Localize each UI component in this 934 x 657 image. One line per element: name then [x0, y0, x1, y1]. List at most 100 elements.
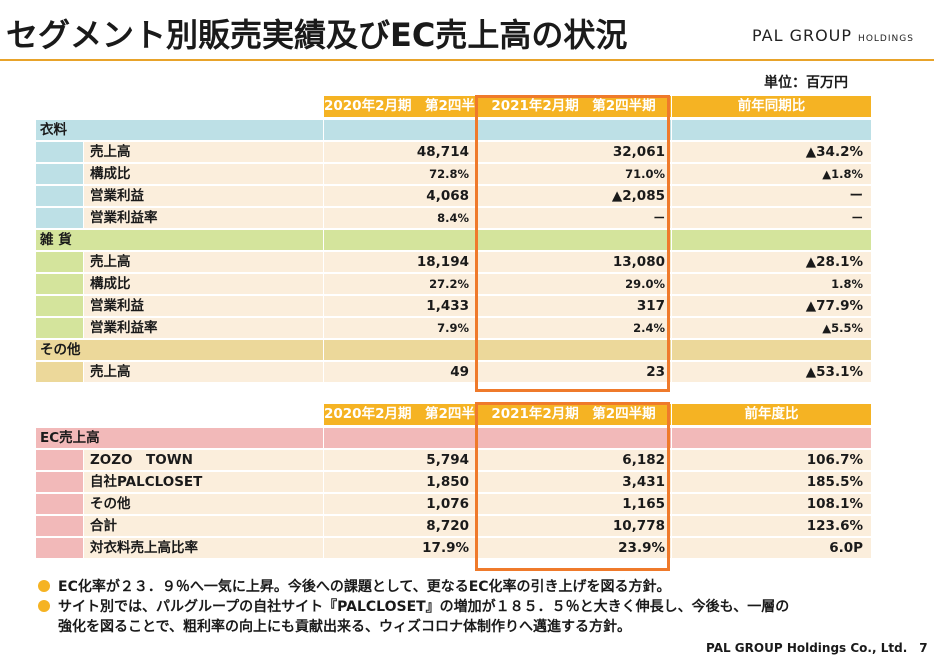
- bullet-2-continued: 強化を図ることで、粗利率の向上にも貢献出来る、ウィズコロナ体制作りへ邁進する方針…: [58, 619, 632, 635]
- row-value: 23: [476, 362, 672, 383]
- row-label: 対衣料売上高比率: [84, 538, 324, 559]
- row-value: 72.8%: [324, 164, 476, 185]
- category-fill: [36, 318, 84, 339]
- column-header: 2021年2月期 第2四半期: [476, 96, 672, 117]
- bullet-2: サイト別では、パルグループの自社サイト『PALCLOSET』の増加が１８５．５％…: [38, 598, 789, 616]
- section-fill: [672, 120, 872, 141]
- section-name: その他: [36, 340, 324, 361]
- row-value: 23.9%: [476, 538, 672, 559]
- row-value: ▲77.9%: [672, 296, 872, 317]
- row-label: 自社PALCLOSET: [84, 472, 324, 493]
- row-label: 構成比: [84, 274, 324, 295]
- row-value: 1.8%: [672, 274, 872, 295]
- row-value: ▲5.5%: [672, 318, 872, 339]
- category-fill: [36, 450, 84, 471]
- table-header-row: 2020年2月期 第2四半期 2021年2月期 第2四半期 前年度比: [36, 404, 872, 425]
- row-label: 売上高: [84, 142, 324, 163]
- header-blank: [84, 96, 324, 117]
- footer-text: PAL GROUP Holdings Co., Ltd. 7: [706, 641, 928, 655]
- row-value: 17.9%: [324, 538, 476, 559]
- section-header-row: その他: [36, 340, 872, 361]
- column-header: 2021年2月期 第2四半期: [476, 404, 672, 425]
- row-value: 48,714: [324, 142, 476, 163]
- table-row: 対衣料売上高比率 17.9% 23.9% 6.0P: [36, 538, 872, 559]
- row-value: 6.0P: [672, 538, 872, 559]
- logo-sub: HOLDINGS: [858, 34, 914, 44]
- section-fill: [476, 230, 672, 251]
- unit-label: 単位：百万円: [764, 75, 848, 91]
- category-fill: [36, 472, 84, 493]
- section-fill: [324, 428, 476, 449]
- table-row: 自社PALCLOSET 1,850 3,431 185.5%: [36, 472, 872, 493]
- row-value: ー: [672, 186, 872, 207]
- row-value: 6,182: [476, 450, 672, 471]
- section-fill: [324, 120, 476, 141]
- bullet-1: EC化率が２３．９％へ一気に上昇。今後への課題として、更なるEC化率の引き上げを…: [38, 578, 671, 596]
- row-value: ▲34.2%: [672, 142, 872, 163]
- row-value: 2.4%: [476, 318, 672, 339]
- row-value: 1,433: [324, 296, 476, 317]
- row-label: ZOZO TOWN: [84, 450, 324, 471]
- row-label: 営業利益率: [84, 208, 324, 229]
- row-value: 7.9%: [324, 318, 476, 339]
- section-name: 衣料: [36, 120, 324, 141]
- section-header-row: 衣料: [36, 120, 872, 141]
- row-label: その他: [84, 494, 324, 515]
- section-name: 雑 貨: [36, 230, 324, 251]
- row-value: ー: [672, 208, 872, 229]
- column-header: 前年同期比: [672, 96, 872, 117]
- table-row: その他 1,076 1,165 108.1%: [36, 494, 872, 515]
- section-fill: [672, 340, 872, 361]
- table-row: 売上高 49 23 ▲53.1%: [36, 362, 872, 383]
- bullet-dot-icon: [38, 600, 50, 612]
- section-fill: [324, 230, 476, 251]
- page-title: セグメント別販売実績及びEC売上高の状況: [6, 16, 628, 54]
- row-value: ▲28.1%: [672, 252, 872, 273]
- row-value: 32,061: [476, 142, 672, 163]
- row-value: ▲1.8%: [672, 164, 872, 185]
- row-value: 27.2%: [324, 274, 476, 295]
- row-value: 49: [324, 362, 476, 383]
- table-row: 合計 8,720 10,778 123.6%: [36, 516, 872, 537]
- row-label: 合計: [84, 516, 324, 537]
- bullet-text: サイト別では、パルグループの自社サイト『PALCLOSET』の増加が１８５．５％…: [58, 599, 790, 615]
- title-divider: [0, 59, 934, 61]
- section-name: EC売上高: [36, 428, 324, 449]
- row-value: 71.0%: [476, 164, 672, 185]
- category-fill: [36, 516, 84, 537]
- row-value: 8,720: [324, 516, 476, 537]
- column-header: 2020年2月期 第2四半期: [324, 404, 476, 425]
- logo-main: PAL GROUP: [752, 26, 853, 45]
- row-value: 1,850: [324, 472, 476, 493]
- table-row: 売上高 18,194 13,080 ▲28.1%: [36, 252, 872, 273]
- row-value: 1,165: [476, 494, 672, 515]
- category-fill: [36, 362, 84, 383]
- category-fill: [36, 538, 84, 559]
- table-row: ZOZO TOWN 5,794 6,182 106.7%: [36, 450, 872, 471]
- column-header: 2020年2月期 第2四半期: [324, 96, 476, 117]
- category-fill: [36, 274, 84, 295]
- header-blank: [36, 404, 84, 425]
- row-value: 123.6%: [672, 516, 872, 537]
- row-label: 営業利益: [84, 186, 324, 207]
- table-row: 売上高 48,714 32,061 ▲34.2%: [36, 142, 872, 163]
- row-label: 売上高: [84, 252, 324, 273]
- column-header: 前年度比: [672, 404, 872, 425]
- row-value: 10,778: [476, 516, 672, 537]
- row-value: 106.7%: [672, 450, 872, 471]
- category-fill: [36, 494, 84, 515]
- row-value: 13,080: [476, 252, 672, 273]
- row-value: ▲53.1%: [672, 362, 872, 383]
- table-row: 営業利益率 8.4% ーー: [36, 208, 872, 229]
- section-fill: [672, 428, 872, 449]
- category-fill: [36, 164, 84, 185]
- row-value: ー: [476, 208, 672, 229]
- section-fill: [324, 340, 476, 361]
- section-fill: [476, 120, 672, 141]
- section-header-row: EC売上高: [36, 428, 872, 449]
- table-row: 営業利益率 7.9% 2.4% ▲5.5%: [36, 318, 872, 339]
- row-value: 185.5%: [672, 472, 872, 493]
- row-value: 4,068: [324, 186, 476, 207]
- category-fill: [36, 208, 84, 229]
- header-blank: [36, 96, 84, 117]
